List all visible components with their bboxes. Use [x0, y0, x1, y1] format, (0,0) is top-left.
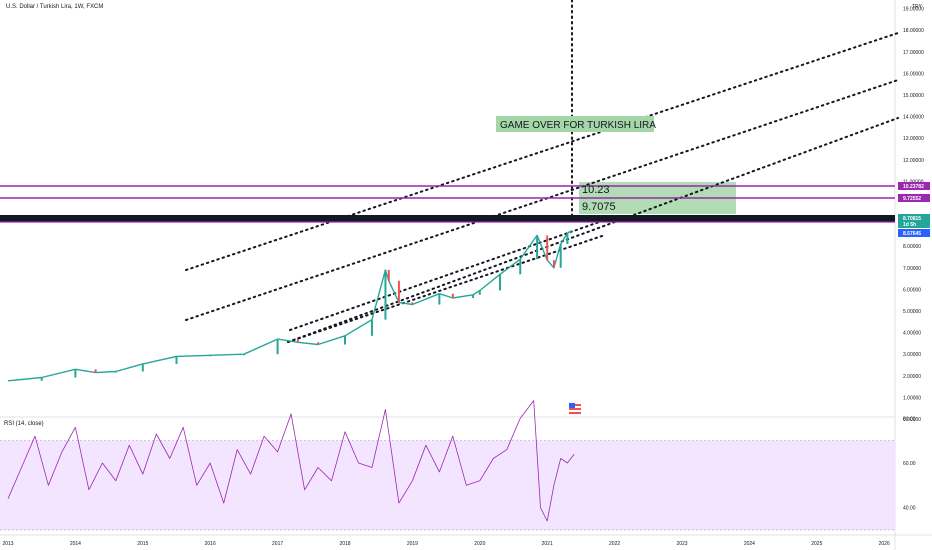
upper-price-tag-text: 10.23782	[903, 184, 924, 190]
rsi-title: RSI (14, close)	[4, 421, 44, 427]
middle-channel-line[interactable]	[185, 79, 899, 321]
time-tick-label: 2014	[70, 541, 81, 547]
rsi-tick-label: 40.00	[903, 506, 916, 512]
chart-title: U.S. Dollar / Turkish Lira, 1W, FXCM	[6, 4, 104, 10]
rsi-tick-label: 80.00	[903, 416, 916, 422]
rsi-band	[0, 440, 895, 530]
price-tick-label: 14.00000	[903, 115, 924, 121]
target-high-label: 10.23	[582, 184, 610, 196]
time-tick-label: 2022	[609, 541, 620, 547]
price-tick-label: 16.00000	[903, 71, 924, 77]
middle-price-tag-text: 9.72552	[903, 196, 921, 202]
price-tick-label: 8.00000	[903, 244, 921, 250]
countdown-tag-text: 1d 5h	[903, 222, 916, 228]
lower-price-tag	[898, 229, 930, 237]
time-tick-label: 2020	[474, 541, 485, 547]
price-tick-label: 15.00000	[903, 93, 924, 99]
current-price-tag	[898, 214, 930, 228]
price-tick-label: 18.00000	[903, 28, 924, 34]
time-tick-label: 2023	[676, 541, 687, 547]
time-tick-label: 2024	[744, 541, 755, 547]
upper-channel-line[interactable]	[185, 32, 899, 271]
time-tick-label: 2026	[879, 541, 890, 547]
lower-channel-line[interactable]	[287, 117, 899, 343]
time-tick-label: 2021	[542, 541, 553, 547]
time-tick-label: 2018	[339, 541, 350, 547]
rsi-line	[7, 400, 575, 522]
time-tick-label: 2019	[407, 541, 418, 547]
price-tick-label: 5.00000	[903, 309, 921, 315]
rsi-series	[7, 400, 575, 522]
current-price-tag-text: 8.70815	[903, 216, 921, 222]
price-tick-label: 2.00000	[903, 374, 921, 380]
headline-text: GAME OVER FOR TURKISH LIRA	[500, 120, 656, 131]
price-tick-label: 13.00000	[903, 136, 924, 142]
price-axis: 0.00000 1.00000 2.00000 3.00000 4.00000 5.000…	[903, 4, 924, 423]
currency-label: TRY	[912, 4, 923, 10]
time-tick-label: 2015	[137, 541, 148, 547]
time-axis: 2013 2014 2015 2016 2017 2018 2019 2020 2021 2022…	[2, 541, 890, 547]
price-tick-label: 0.00000	[903, 417, 921, 423]
channel-support-line[interactable]	[289, 219, 606, 331]
price-tick-label: 6.00000	[903, 287, 921, 293]
price-tick-label: 7.00000	[903, 266, 921, 272]
price-line	[7, 230, 572, 382]
target-low-label: 9.7075	[582, 201, 616, 213]
price-tick-label: 19.00000	[903, 7, 924, 13]
upper-price-tag	[898, 182, 930, 190]
us-flag-icon[interactable]	[568, 402, 582, 416]
price-tick-label: 12.00000	[903, 158, 924, 164]
headline-box	[496, 116, 654, 132]
price-series	[7, 230, 572, 382]
time-tick-label: 2016	[205, 541, 216, 547]
price-tick-label: 1.00000	[903, 395, 921, 401]
time-tick-label: 2025	[811, 541, 822, 547]
channel-base-line[interactable]	[287, 234, 606, 343]
lower-price-tag-text: 8.57645	[903, 231, 921, 237]
price-tick-label: 4.00000	[903, 331, 921, 337]
support-level-band[interactable]	[0, 215, 895, 222]
time-tick-label: 2013	[2, 541, 13, 547]
price-tick-label: 3.00000	[903, 352, 921, 358]
price-tick-label: 17.00000	[903, 50, 924, 56]
rsi-tick-label: 60.00	[903, 461, 916, 467]
time-tick-label: 2017	[272, 541, 283, 547]
middle-price-tag	[898, 194, 930, 202]
